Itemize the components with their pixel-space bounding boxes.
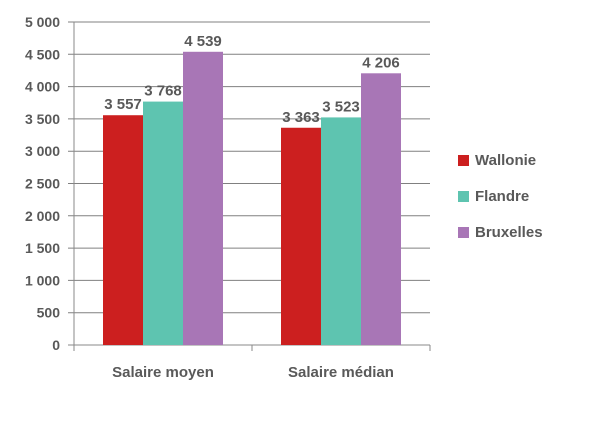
y-tick-label: 1 000 xyxy=(25,272,60,288)
x-category-label: Salaire médian xyxy=(288,364,394,381)
x-category-label: Salaire moyen xyxy=(112,364,214,381)
legend-label-wallonie: Wallonie xyxy=(475,152,536,169)
y-tick-label: 500 xyxy=(37,305,61,321)
bar-bruxelles-2 xyxy=(361,73,401,346)
data-label: 4 539 xyxy=(184,33,222,50)
y-tick-label: 3 000 xyxy=(25,143,60,159)
y-tick-label: 5 000 xyxy=(25,14,60,30)
data-label: 3 557 xyxy=(104,96,142,113)
legend-swatch-wallonie xyxy=(458,155,469,166)
y-tick-label: 3 500 xyxy=(25,111,60,127)
legend-label-flandre: Flandre xyxy=(475,188,529,205)
bar-wallonie-1 xyxy=(103,115,143,345)
data-label: 3 363 xyxy=(282,109,320,126)
legend-label-bruxelles: Bruxelles xyxy=(475,224,543,241)
y-tick-label: 2 000 xyxy=(25,208,60,224)
legend-swatch-flandre xyxy=(458,191,469,202)
bar-bruxelles-1 xyxy=(183,51,223,345)
y-tick-label: 1 500 xyxy=(25,240,60,256)
bar-flandre-2 xyxy=(321,117,361,345)
y-axis-ticks: 0 500 1 000 1 500 2 000 2 500 3 000 3 500 4 000 4… xyxy=(25,14,60,353)
y-tick-label: 2 500 xyxy=(25,176,60,192)
legend-swatch-bruxelles xyxy=(458,227,469,238)
data-label: 3 523 xyxy=(322,98,360,115)
y-tick-label: 4 500 xyxy=(25,46,60,62)
x-axis: Salaire moyen Salaire médian xyxy=(73,22,431,381)
y-tick-label: 0 xyxy=(52,337,60,353)
bars xyxy=(103,51,401,346)
data-label: 4 206 xyxy=(362,54,400,71)
bar-wallonie-2 xyxy=(281,127,321,345)
bar-flandre-1 xyxy=(143,101,183,346)
legend: Wallonie Flandre Bruxelles xyxy=(458,152,543,241)
data-label: 3 768 xyxy=(144,83,182,100)
y-tick-label: 4 000 xyxy=(25,79,60,95)
